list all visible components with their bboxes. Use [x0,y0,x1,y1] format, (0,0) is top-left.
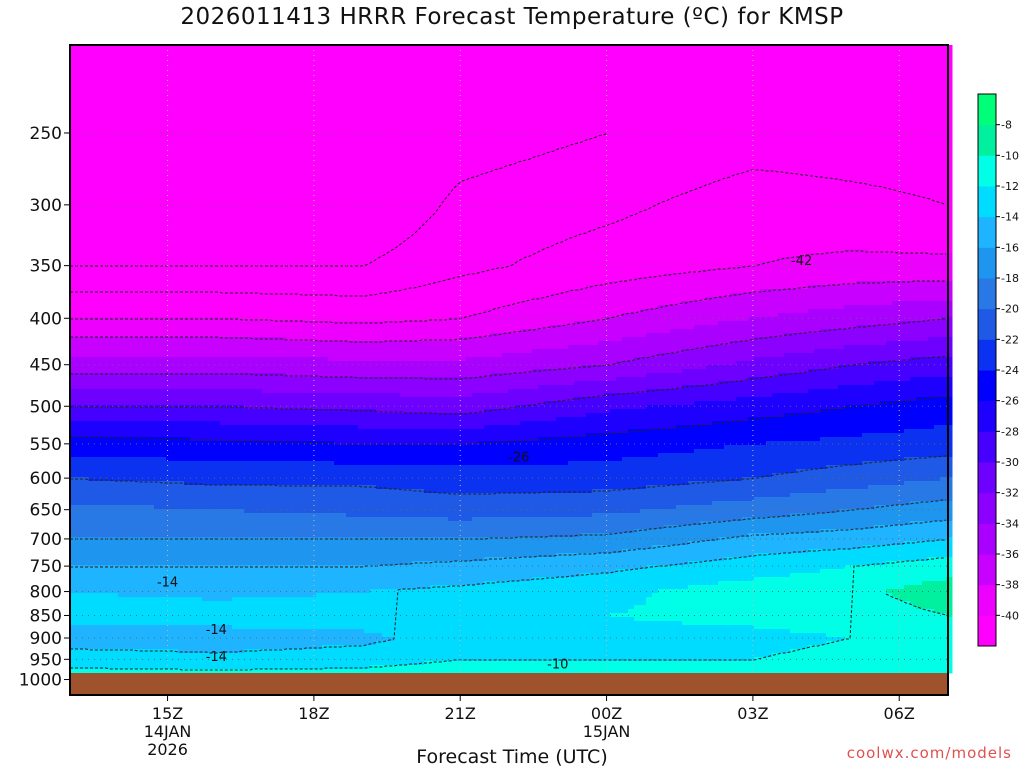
y-tick-label: 650 [30,501,62,521]
plot-border [69,44,949,696]
contour-label: -14 [206,623,227,638]
x-tick-sublabel: 14JAN [144,722,192,741]
x-tick-label: 18Z [298,704,329,723]
colorbar-segment [978,94,996,126]
contour-label: -26 [508,451,529,466]
y-tick-label: 850 [30,606,62,626]
colorbar-label: -20 [1001,303,1019,316]
colorbar-label: -34 [1001,517,1019,530]
y-tick-label: 900 [30,629,62,649]
x-axis-title: Forecast Time (UTC) [0,746,1024,768]
colorbar-segment [978,400,996,432]
contour-line [70,169,947,297]
contour-line [70,499,946,540]
contour-line [70,557,946,671]
colorbar-label: -10 [1001,149,1019,162]
colorbar-label: -40 [1001,609,1019,622]
colorbar-segment [978,370,996,402]
contour-line [70,396,946,445]
y-tick-label: 1000 [19,671,62,691]
colorbar [977,93,997,647]
y-tick-label: 250 [30,124,62,144]
colorbar-segment [978,584,996,616]
x-tick-label: 21Z [445,704,476,723]
contour-line [70,250,946,324]
colorbar-segment [978,124,996,156]
y-tick-label: 400 [30,309,62,329]
y-tick-label: 550 [30,435,62,455]
contour-line [70,539,946,654]
grid [70,45,948,681]
colorbar-label: -26 [1001,395,1019,408]
x-tick-label: 03Z [737,704,768,723]
colorbar-segment [978,308,996,340]
y-tick-label: 300 [30,196,62,216]
colorbar-segment [978,462,996,494]
colorbar-segment [978,216,996,248]
contour-line [70,280,946,343]
contour-label: -10 [547,657,568,672]
contour-line [70,318,946,380]
y-tick-label: 800 [30,583,62,603]
colorbar-label: -14 [1001,211,1019,224]
colorbar-label: -12 [1001,180,1019,193]
contour-line [885,593,947,616]
colorbar-segment [978,523,996,555]
contour-line [70,455,946,495]
colorbar-label: -22 [1001,333,1019,346]
colorbar-label: -8 [1001,119,1012,132]
contour-label: -14 [206,650,227,665]
colorbar-label: -30 [1001,456,1019,469]
colorbar-label: -18 [1001,272,1019,285]
colorbar-segment [978,431,996,463]
colorbar-label: -36 [1001,548,1019,561]
contour-label: -14 [157,576,178,591]
colorbar-segment [978,247,996,279]
x-tick-label: 15Z [152,704,183,723]
contour-line [70,355,947,415]
colorbar-segment [978,186,996,218]
contour-line [70,133,607,267]
contour-label: -42 [791,254,812,269]
credit-link[interactable]: coolwx.com/models [847,744,1012,762]
ground-band [70,673,948,695]
y-tick-label: 500 [30,397,62,417]
colorbar-label: -32 [1001,487,1019,500]
x-tick-sublabel: 15JAN [583,722,631,741]
colorbar-label: -28 [1001,425,1019,438]
contour-line [70,519,947,568]
chart-title: 2026011413 HRRR Forecast Temperature (ºC… [0,4,1024,30]
temperature-field [70,45,953,674]
y-tick-label: 350 [30,257,62,277]
y-tick-label: 950 [30,650,62,670]
y-tick-label: 450 [30,356,62,376]
colorbar-label: -38 [1001,579,1019,592]
colorbar-segment [978,278,996,310]
y-tick-label: 600 [30,469,62,489]
colorbar-segment [978,554,996,586]
colorbar-segment [978,492,996,524]
x-tick-label: 06Z [884,704,915,723]
x-tick-sublabel: 2026 [147,740,188,759]
y-tick-label: 750 [30,557,62,577]
colorbar-segment [978,155,996,187]
colorbar-segment [978,615,996,647]
contour-lines [70,133,947,671]
colorbar-label: -24 [1001,364,1019,377]
colorbar-segment [978,339,996,371]
x-tick-label: 00Z [591,704,622,723]
y-tick-label: 700 [30,530,62,550]
colorbar-label: -16 [1001,241,1019,254]
